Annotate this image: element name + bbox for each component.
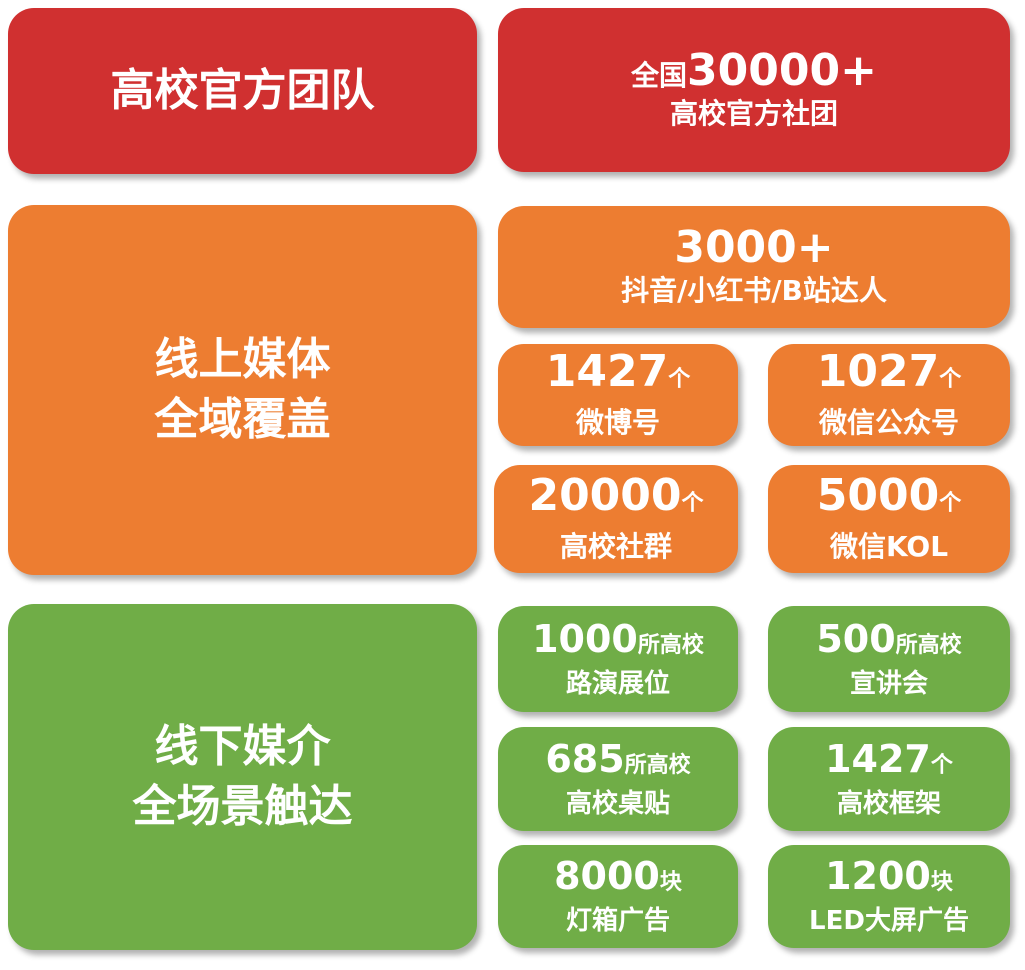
offline-stat-card: 685所高校高校桌贴: [498, 727, 738, 831]
online-title-box: 线上媒体 全域覆盖: [8, 205, 477, 575]
stat-label: 高校官方社团: [669, 97, 838, 130]
online-title-line1: 线上媒体: [154, 334, 331, 385]
stat-unit: 个: [939, 367, 962, 392]
stat-value: 500: [816, 616, 896, 661]
online-title-line2: 全域覆盖: [154, 394, 331, 445]
offline-stat-card: 1000所高校路演展位: [498, 606, 738, 712]
stat-value: 1027: [816, 346, 940, 397]
online-stat-card: 1027个微信公众号: [768, 344, 1010, 446]
team-stat-box: 全国30000+ 高校官方社团: [498, 8, 1010, 172]
team-title: 高校官方团队: [110, 65, 375, 116]
stat-label: 抖音/小红书/B站达人: [621, 274, 887, 307]
stat-label: 宣讲会: [849, 668, 928, 699]
stat-label: 微信KOL: [829, 530, 949, 563]
stat-prefix: 全国: [631, 59, 688, 92]
offline-title-line2: 全场景触达: [132, 781, 353, 832]
offline-stat-card: 8000块灯箱广告: [498, 845, 738, 948]
stat-value: 8000: [554, 854, 660, 898]
online-stat-card: 5000个微信KOL: [768, 465, 1010, 573]
stat-label: LED大屏广告: [809, 906, 969, 936]
stat-unit: 个: [930, 752, 953, 778]
stat-unit: 个: [681, 491, 704, 516]
offline-title-box: 线下媒介 全场景触达: [8, 604, 477, 950]
stat-unit: 所高校: [624, 752, 691, 778]
stat-value: 3000+: [674, 222, 834, 273]
stat-value: 685: [545, 736, 625, 781]
stat-label: 路演展位: [565, 668, 670, 699]
stat-label: 高校社群: [559, 530, 672, 563]
stat-value: 1427: [825, 736, 931, 781]
stat-unit: 个: [668, 367, 691, 392]
offline-title-line1: 线下媒介: [154, 721, 331, 772]
stat-value: 1200: [825, 854, 931, 898]
online-top-stat: 3000+ 抖音/小红书/B站达人: [498, 206, 1010, 328]
offline-stat-card: 1200块 LED大屏广告: [768, 845, 1010, 948]
stat-value: 1000: [532, 616, 638, 661]
stat-label: 高校桌贴: [565, 788, 670, 819]
stat-unit: 块: [930, 870, 953, 895]
stat-label: 微博号: [575, 406, 660, 439]
stat-label: 微信公众号: [818, 406, 959, 439]
stat-value: 1427: [545, 346, 669, 397]
online-stat-card: 20000个 高校社群: [494, 465, 738, 573]
stat-label: 高校框架: [836, 788, 941, 819]
stat-value: 20000: [528, 470, 682, 521]
stat-value: 5000: [816, 470, 940, 521]
stat-unit: 块: [659, 870, 682, 895]
team-title-box: 高校官方团队: [8, 8, 477, 174]
stat-label: 灯箱广告: [565, 906, 670, 936]
stat-unit: 个: [939, 491, 962, 516]
stat-unit: 所高校: [895, 632, 962, 658]
offline-stat-card: 500所高校宣讲会: [768, 606, 1010, 712]
online-stat-card: 1427个 微博号: [498, 344, 738, 446]
offline-stat-card: 1427个高校框架: [768, 727, 1010, 831]
stat-value: 30000+: [687, 45, 877, 96]
stat-unit: 所高校: [637, 632, 704, 658]
